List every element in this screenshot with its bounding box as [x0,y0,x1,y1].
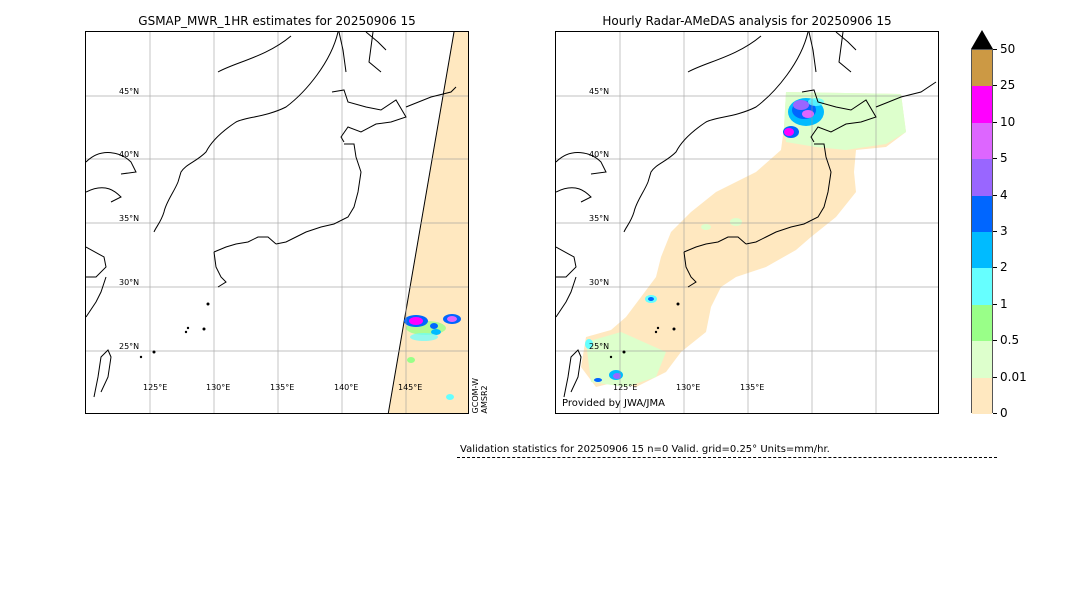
provided-by-label: Provided by JWA/JMA [562,398,665,409]
sensor-name: AMSR2 [480,385,489,414]
colorbar-seg-10-25 [972,86,992,123]
colorbar-seg-0-0.01 [972,377,992,414]
cbar-tick [993,413,997,414]
right-panel-title: Hourly Radar-AMeDAS analysis for 2025090… [602,14,892,28]
colorbar-seg-0.01-0.5 [972,341,992,378]
lon-label-125: 125°E [143,383,168,392]
lat-label-45: 45°N [119,87,140,96]
colorbar-seg-25-50 [972,50,992,87]
colorbar-label-3: 3 [1000,224,1008,238]
cbar-tick [993,195,997,196]
lat-label-35: 35°N [119,214,140,223]
colorbar-label-10: 10 [1000,115,1016,129]
cbar-tick [993,231,997,232]
colorbar-label-0: 0 [1000,406,1008,420]
left-panel-title: GSMAP_MWR_1HR estimates for 20250906 15 [138,14,416,28]
validation-statistics: Validation statistics for 20250906 15 n=… [460,444,830,455]
colorbar-label-25: 25 [1000,78,1016,92]
lon-label-130: 130°E [676,383,701,392]
colorbar-label-0.01: 0.01 [1000,370,1027,384]
cbar-tick [993,377,997,378]
lon-label-145: 145°E [398,383,423,392]
right-map-canvas [556,32,938,413]
lat-label-30: 30°N [589,278,610,287]
satellite-label: GCOM-W AMSR2 [471,378,489,413]
cbar-tick [993,267,997,268]
cbar-tick [993,158,997,159]
left-map-panel: 45°N 40°N 35°N 30°N 25°N 125°E 130°E 135… [85,31,469,414]
cbar-tick [993,122,997,123]
right-map-panel: 45°N 40°N 35°N 30°N 25°N 125°E 130°E 135… [555,31,939,414]
colorbar-label-50: 50 [1000,42,1016,56]
colorbar [971,49,993,414]
colorbar-seg-4-5 [972,159,992,196]
cbar-tick [993,49,997,50]
colorbar-extend-arrow [971,30,993,49]
colorbar-label-2: 2 [1000,260,1008,274]
colorbar-label-5: 5 [1000,151,1008,165]
satellite-name: GCOM-W [471,378,480,414]
lat-label-45: 45°N [589,87,610,96]
lat-label-25: 25°N [119,342,140,351]
lat-label-40: 40°N [589,150,610,159]
colorbar-label-4: 4 [1000,188,1008,202]
lat-label-30: 30°N [119,278,140,287]
lon-label-140: 140°E [334,383,359,392]
colorbar-seg-2-3 [972,232,992,269]
colorbar-seg-1-2 [972,268,992,305]
colorbar-label-0.5: 0.5 [1000,333,1020,347]
lon-label-135: 135°E [740,383,765,392]
lon-label-130: 130°E [206,383,231,392]
colorbar-seg-3-4 [972,195,992,232]
lat-label-40: 40°N [119,150,140,159]
cbar-tick [993,85,997,86]
lat-label-35: 35°N [589,214,610,223]
colorbar-seg-5-10 [972,122,992,160]
colorbar-label-1: 1 [1000,297,1008,311]
lat-label-25: 25°N [589,342,610,351]
colorbar-seg-0.5-1 [972,304,992,342]
left-map-canvas [86,32,468,413]
lon-label-135: 135°E [270,383,295,392]
cbar-tick [993,340,997,341]
cbar-tick [993,304,997,305]
lon-label-125: 125°E [613,383,638,392]
validation-divider [457,457,997,458]
